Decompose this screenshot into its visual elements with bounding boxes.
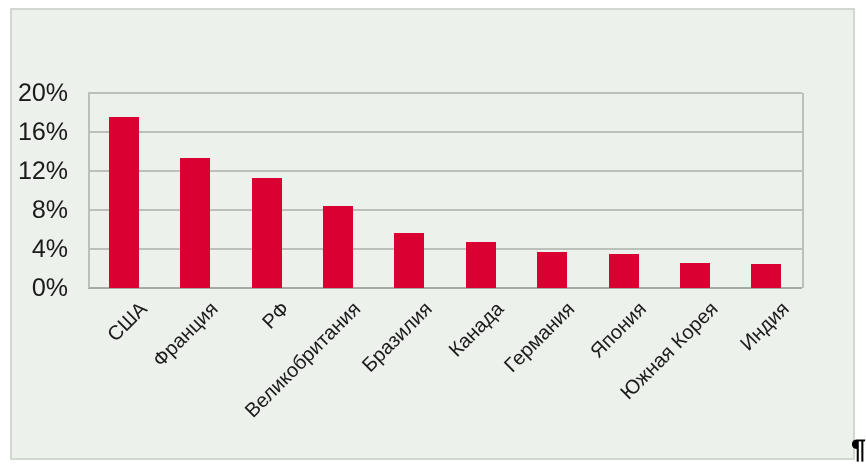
gridline-0%: [88, 287, 802, 289]
bar-Великобритания: [322, 206, 353, 288]
bar-Германия: [537, 251, 568, 288]
paragraph-mark: ¶: [851, 434, 866, 464]
bar-Бразилия: [394, 233, 425, 288]
bar-Канада: [465, 242, 496, 288]
gridline-20%: [88, 92, 802, 94]
embedded-chart[interactable]: [10, 8, 855, 460]
y-tick-label: 20%: [17, 79, 68, 107]
bar-Южная Корея: [679, 262, 710, 288]
bar-Индия: [751, 263, 782, 288]
gridline-8%: [88, 209, 802, 211]
y-axis-line: [88, 93, 90, 288]
y-tick-label: 12%: [17, 157, 68, 185]
y-tick-label: 8%: [31, 196, 68, 224]
y-tick-label: 0%: [31, 274, 68, 302]
bar-США: [108, 117, 139, 288]
gridline-12%: [88, 170, 802, 172]
bar-Япония: [608, 253, 639, 288]
plot-right-border: [802, 93, 804, 288]
gridline-16%: [88, 131, 802, 133]
gridline-4%: [88, 248, 802, 250]
bar-Франция: [180, 158, 211, 288]
y-tick-label: 4%: [31, 235, 68, 263]
bar-РФ: [251, 177, 282, 288]
y-tick-label: 16%: [17, 118, 68, 146]
